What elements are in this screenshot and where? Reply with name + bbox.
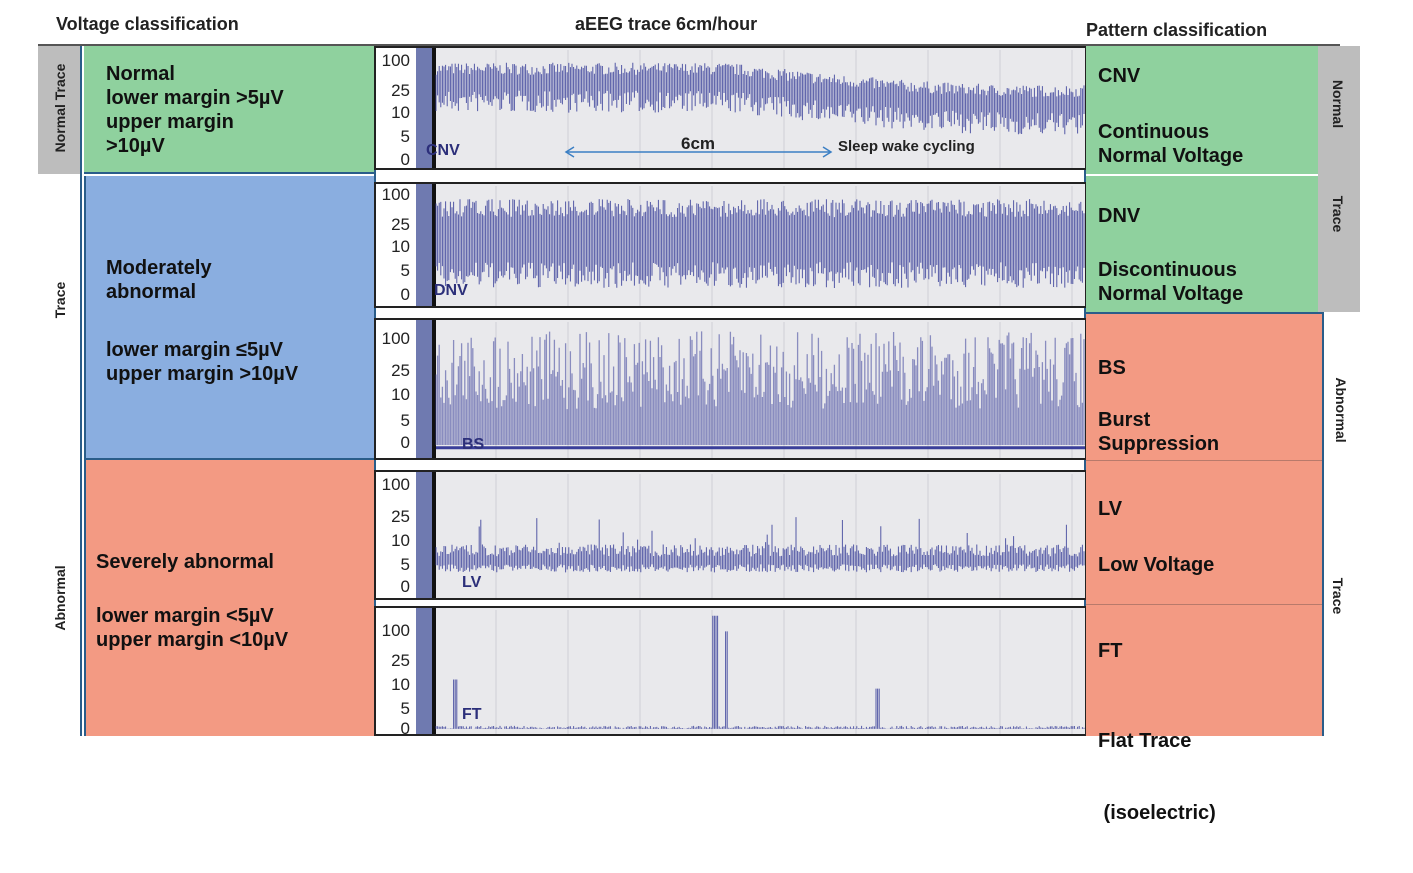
- pattern-ft-name-1: Flat Trace: [1098, 730, 1192, 752]
- pattern-ft-code: FT: [1098, 640, 1123, 662]
- moderate-voltage-box: Moderately abnormal lower margin ≤5µV up…: [84, 176, 374, 458]
- trace-bs: 100 25 10 5 0 BS: [374, 318, 1087, 460]
- severe-title: Severely abnormal: [96, 551, 274, 573]
- normal-trace-label-box: [38, 46, 82, 174]
- normal-upper-margin: upper margin: [106, 111, 234, 133]
- y-axis: 100 25 10 5 0: [376, 608, 416, 734]
- right-abnormal-label: Abnormal: [1333, 377, 1349, 443]
- trace-lv: 100 25 10 5 0 LV: [374, 470, 1087, 600]
- moderate-title-1: Moderately: [106, 257, 212, 279]
- tick-25: 25: [391, 215, 410, 234]
- right-abnormal-trace-box: [1322, 312, 1360, 736]
- scale-annotation: 6cm: [681, 134, 716, 153]
- normal-voltage-box: Normal lower margin >5µV upper margin >1…: [84, 46, 374, 174]
- y-axis: 100 25 10 5 0: [376, 48, 416, 168]
- tick-10: 10: [391, 385, 410, 404]
- trace-label-box: [38, 174, 82, 458]
- moderate-upper-margin: upper margin >10µV: [106, 363, 299, 385]
- abnormal-label-left: Abnormal: [52, 565, 68, 631]
- tick-5: 5: [400, 127, 410, 146]
- trace-label-ft: FT: [462, 706, 482, 723]
- pattern-classification-header: Pattern classification: [1086, 20, 1268, 40]
- trace-label-lv: LV: [462, 574, 482, 591]
- trace-dnv: 100 25 10 5 0 DNV: [374, 182, 1087, 308]
- tick-0: 0: [400, 285, 410, 304]
- tick-10: 10: [391, 237, 410, 256]
- abnormal-label-box: [38, 458, 82, 736]
- tick-100: 100: [381, 51, 410, 70]
- voltage-classification-header: Voltage classification: [56, 14, 239, 34]
- pattern-bs-name-2: Suppression: [1098, 433, 1220, 455]
- sleep-wake-annotation: Sleep wake cycling: [838, 138, 975, 155]
- tick-0: 0: [400, 150, 410, 169]
- scale-arrow: [564, 146, 833, 158]
- tick-5: 5: [400, 411, 410, 430]
- tick-0: 0: [400, 433, 410, 452]
- tick-5: 5: [400, 555, 410, 574]
- aeeg-trace-header: aEEG trace 6cm/hour: [575, 14, 758, 34]
- pattern-cnv-name-2: Normal Voltage: [1098, 145, 1244, 167]
- pattern-dnv-code: DNV: [1098, 205, 1141, 227]
- normal-trace-label: Normal Trace: [52, 63, 68, 153]
- trace-label-bs: BS: [462, 436, 485, 453]
- tick-5: 5: [400, 699, 410, 718]
- right-normal-label: Normal: [1330, 79, 1346, 129]
- trace-label-cnv: CNV: [426, 142, 460, 159]
- tick-10: 10: [391, 675, 410, 694]
- tick-25: 25: [391, 651, 410, 670]
- tick-10: 10: [391, 531, 410, 550]
- pattern-lv-box: LV Low Voltage: [1086, 460, 1322, 604]
- pattern-dnv-box: DNV Discontinuous Normal Voltage: [1086, 176, 1318, 312]
- ft-waveform: [416, 608, 1085, 734]
- tick-0: 0: [400, 577, 410, 596]
- trace-ft: 100 25 10 5 0 FT: [374, 606, 1087, 736]
- pattern-ft-box: FT Flat Trace (isoelectric): [1086, 604, 1322, 824]
- pattern-cnv-name-1: Continuous: [1098, 121, 1210, 143]
- right-normal-trace-box: [1318, 46, 1360, 312]
- cnv-waveform: [416, 48, 1085, 168]
- pattern-dnv-name-1: Discontinuous: [1098, 259, 1237, 281]
- tick-0: 0: [400, 719, 410, 736]
- pattern-lv-code: LV: [1098, 498, 1123, 520]
- normal-title: Normal: [106, 63, 175, 85]
- pattern-lv-name: Low Voltage: [1098, 554, 1215, 576]
- pattern-cnv-box: CNV Continuous Normal Voltage: [1086, 46, 1318, 174]
- tick-100: 100: [381, 475, 410, 494]
- tick-100: 100: [381, 329, 410, 348]
- pattern-cnv-code: CNV: [1098, 65, 1141, 87]
- normal-upper-value: >10µV: [106, 135, 165, 157]
- normal-lower-margin: lower margin >5µV: [106, 87, 284, 109]
- y-axis: 100 25 10 5 0: [376, 184, 416, 306]
- trace-label-dnv: DNV: [434, 282, 468, 299]
- tick-5: 5: [400, 261, 410, 280]
- pattern-bs-code: BS: [1098, 357, 1126, 379]
- tick-100: 100: [381, 621, 410, 640]
- trace-label-left: Trace: [52, 281, 68, 319]
- moderate-lower-margin: lower margin ≤5µV: [106, 339, 283, 361]
- moderate-title-2: abnormal: [106, 281, 197, 303]
- top-divider: [38, 44, 1340, 46]
- pattern-bs-name-1: Burst: [1098, 409, 1151, 431]
- pattern-dnv-name-2: Normal Voltage: [1098, 283, 1244, 305]
- tick-100: 100: [381, 185, 410, 204]
- pattern-ft-name-2: (isoelectric): [1098, 802, 1216, 824]
- right-trace-label-1: Trace: [1330, 195, 1346, 233]
- y-axis: 100 25 10 5 0: [376, 320, 416, 458]
- tick-10: 10: [391, 103, 410, 122]
- lv-waveform: [416, 472, 1085, 598]
- trace-cnv: 100 25 10 5 0 CNV 6cm Sleep wake cycling: [374, 46, 1087, 170]
- tick-25: 25: [391, 507, 410, 526]
- pattern-bs-box: BS Burst Suppression: [1086, 312, 1322, 460]
- right-trace-label-2: Trace: [1330, 577, 1346, 615]
- dnv-waveform: [416, 184, 1085, 306]
- tick-25: 25: [391, 361, 410, 380]
- tick-25: 25: [391, 81, 410, 100]
- severe-upper-margin: upper margin <10µV: [96, 629, 289, 651]
- bs-waveform: [416, 320, 1085, 458]
- severe-lower-margin: lower margin <5µV: [96, 605, 274, 627]
- severe-voltage-box: Severely abnormal lower margin <5µV uppe…: [84, 458, 374, 736]
- y-axis: 100 25 10 5 0: [376, 472, 416, 598]
